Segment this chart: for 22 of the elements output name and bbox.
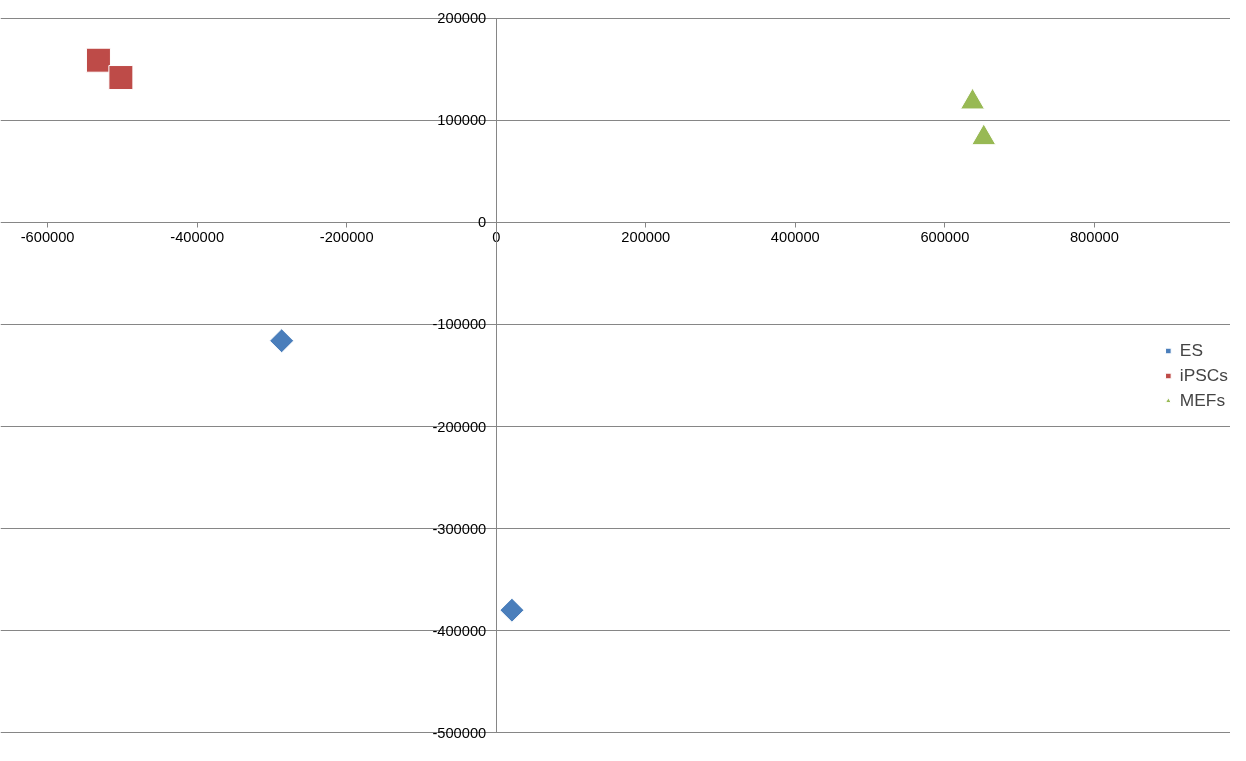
point: [499, 597, 525, 623]
x-tick-label: 400000: [770, 229, 820, 246]
y-tick-label: -400000: [432, 622, 487, 639]
point: [108, 65, 134, 91]
y-tick-label: -100000: [432, 316, 487, 333]
x-tick-label: -600000: [20, 229, 75, 246]
point: [269, 328, 295, 354]
legend-label: MEFs: [1179, 389, 1226, 411]
x-tick-label: -400000: [170, 229, 225, 246]
y-tick-label: -200000: [432, 418, 487, 435]
y-tick-label: -500000: [432, 724, 487, 741]
x-tick-label: 200000: [621, 229, 671, 246]
x-tick-label: 600000: [920, 229, 970, 246]
legend-label: ES: [1179, 339, 1203, 361]
x-tick-label: -200000: [319, 229, 374, 246]
point: [85, 47, 111, 73]
y-tick-label: 0: [478, 214, 487, 231]
y-tick-label: -300000: [432, 520, 487, 537]
y-tick-label: 200000: [437, 10, 487, 27]
legend-label: iPSCs: [1179, 364, 1228, 386]
y-tick-label: 100000: [437, 112, 487, 129]
x-tick-label: 800000: [1069, 229, 1119, 246]
